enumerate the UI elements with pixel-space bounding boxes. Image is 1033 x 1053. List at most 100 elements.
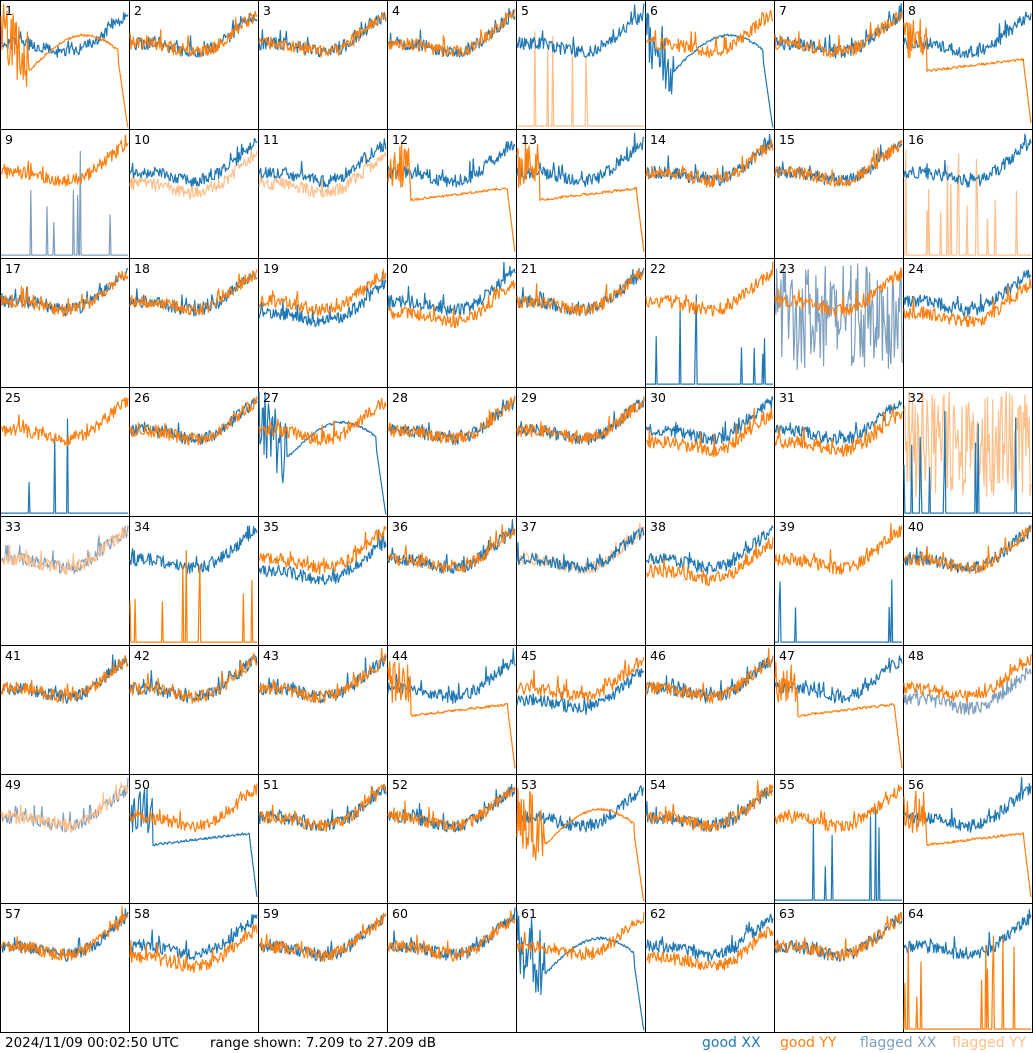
panel-38: 38 (645, 516, 775, 646)
panel-label: 16 (908, 132, 924, 147)
panel-frame (774, 645, 904, 775)
panel-label: 56 (908, 777, 924, 792)
panel-frame (129, 774, 259, 904)
panel-20: 20 (387, 258, 517, 388)
panel-label: 46 (650, 648, 666, 663)
panel-frame (774, 129, 904, 259)
series-yy-good (645, 407, 774, 458)
legend-good-xx: good XX (702, 1035, 761, 1051)
series-xx-good (645, 913, 774, 962)
panel-frame (774, 387, 904, 517)
panel-label: 21 (521, 261, 537, 276)
series-yy-good (129, 783, 258, 833)
panel-label: 25 (5, 390, 21, 405)
panel-frame (129, 129, 259, 259)
panel-frame (387, 516, 517, 646)
panel-frame (645, 387, 775, 517)
panel-label: 12 (392, 132, 408, 147)
panel-label: 47 (779, 648, 795, 663)
series-yy-good (387, 143, 516, 252)
panel-label: 22 (650, 261, 666, 276)
series-yy-good (258, 397, 387, 446)
series-yy-flagged (0, 782, 129, 833)
series-yy-flagged (258, 151, 387, 199)
panel-frame (0, 774, 130, 904)
panel-46: 46 (645, 645, 775, 775)
series-xx-good (258, 529, 387, 586)
panel-35: 35 (258, 516, 388, 646)
series-yy-good (774, 911, 903, 961)
panel-53: 53 (516, 774, 646, 904)
series-xx-flagged (1, 150, 128, 256)
series-xx-good (129, 138, 258, 187)
series-yy-good (0, 270, 129, 317)
series-xx-good (388, 7, 516, 58)
series-yy-good (645, 261, 774, 317)
panel-43: 43 (258, 645, 388, 775)
panel-frame (516, 129, 646, 259)
series-xx-good (645, 12, 774, 128)
panel-31: 31 (774, 387, 904, 517)
series-xx-good (516, 3, 645, 58)
panel-frame (258, 516, 388, 646)
series-yy-good (903, 935, 1031, 1030)
series-yy-good (645, 926, 774, 971)
series-yy-good (387, 524, 516, 574)
series-yy-good (258, 525, 387, 575)
panel-frame (645, 258, 775, 388)
panel-32: 32 (903, 387, 1033, 517)
series-yy-good (903, 278, 1032, 328)
series-xx-good (129, 913, 258, 961)
panel-24: 24 (903, 258, 1033, 388)
panel-label: 35 (263, 519, 279, 534)
panel-3: 3 (258, 0, 388, 130)
panel-1: 1 (0, 0, 130, 130)
panel-label: 45 (521, 648, 537, 663)
panel-58: 58 (129, 903, 259, 1033)
series-yy-good (0, 655, 129, 704)
series-yy-good (516, 269, 645, 316)
panel-25: 25 (0, 387, 130, 517)
panel-frame (0, 129, 130, 259)
series-xx-good (903, 410, 1031, 514)
series-yy-good (258, 268, 387, 317)
panel-63: 63 (774, 903, 904, 1033)
series-yy-good (258, 12, 387, 58)
panel-26: 26 (129, 387, 259, 517)
series-yy-good (903, 18, 1032, 123)
series-yy-good (129, 924, 258, 973)
panel-39: 39 (774, 516, 904, 646)
panel-frame (387, 903, 517, 1033)
series-xx-good (903, 133, 1032, 188)
panel-16: 16 (903, 129, 1033, 259)
panel-frame (774, 516, 904, 646)
panel-52: 52 (387, 774, 517, 904)
series-xx-good (903, 269, 1032, 317)
panel-6: 6 (645, 0, 775, 130)
series-yy-flagged (516, 522, 645, 574)
series-yy-good (645, 537, 774, 587)
series-yy-good (129, 549, 257, 643)
panel-frame (129, 258, 259, 388)
panel-frame (387, 129, 517, 259)
series-yy-good (129, 10, 258, 58)
panel-label: 50 (134, 777, 150, 792)
series-xx-good (903, 908, 1032, 960)
panel-label: 55 (779, 777, 795, 792)
series-yy-good (258, 647, 387, 704)
panel-label: 31 (779, 390, 795, 405)
panel-label: 14 (650, 132, 666, 147)
series-yy-good (516, 787, 645, 902)
series-xx-good (1, 418, 128, 514)
panel-34: 34 (129, 516, 259, 646)
panel-frame (129, 0, 259, 130)
series-xx-good (903, 11, 1032, 58)
series-yy-good (516, 912, 645, 961)
series-xx-good (775, 809, 902, 901)
series-yy-good (516, 656, 645, 704)
series-yy-good (0, 3, 129, 128)
legend-flagged-xx: flagged XX (860, 1035, 937, 1051)
panel-56: 56 (903, 774, 1033, 904)
panel-label: 49 (5, 777, 21, 792)
panel-label: 33 (5, 519, 21, 534)
